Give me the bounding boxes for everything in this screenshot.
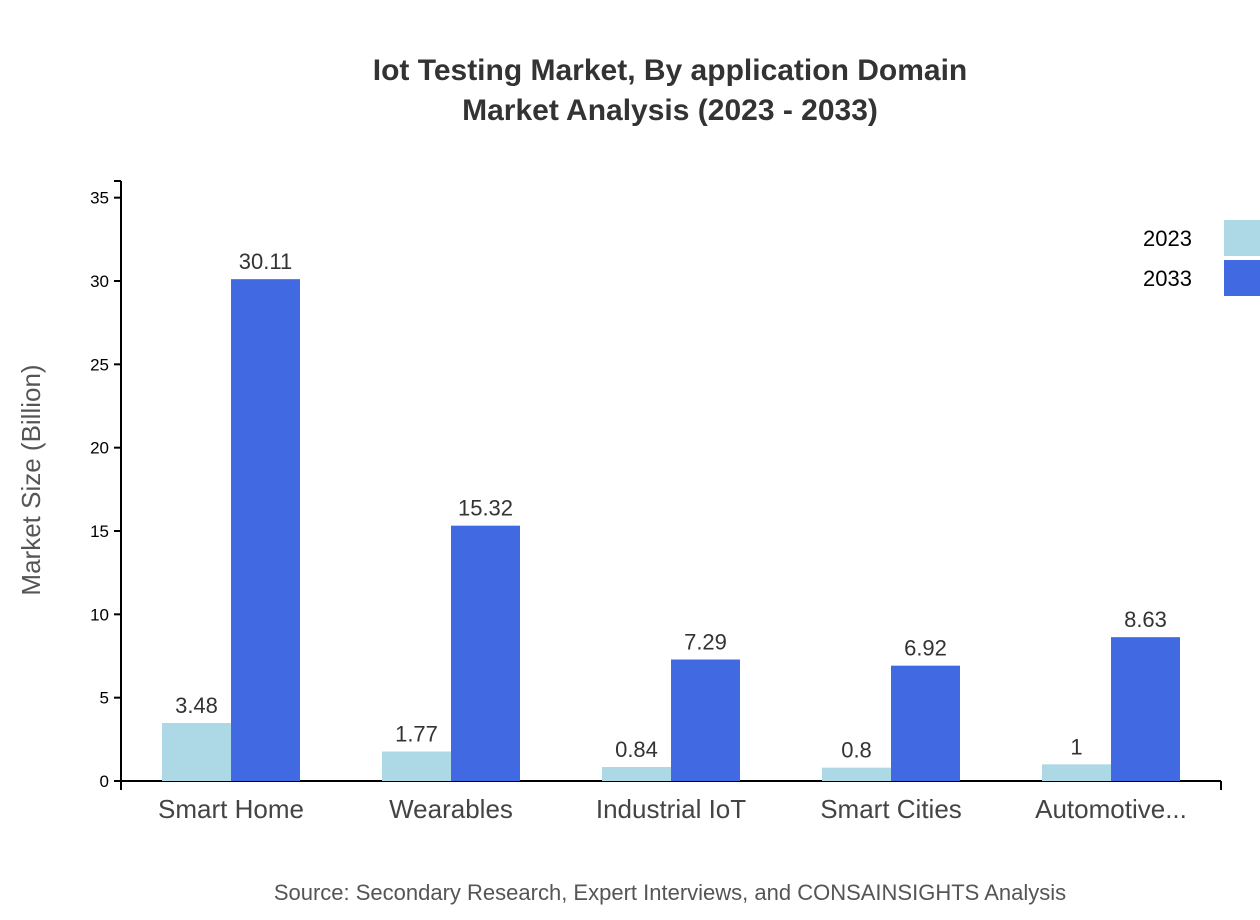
y-tick-label: 0 — [100, 772, 109, 791]
bar-2033 — [231, 279, 300, 781]
data-label: 3.48 — [175, 693, 218, 718]
y-tick-label: 15 — [90, 522, 109, 541]
y-tick-label: 10 — [90, 605, 109, 624]
x-tick-label: Smart Home — [158, 794, 304, 824]
legend-swatch — [1224, 260, 1260, 296]
bar-2023 — [382, 751, 451, 781]
chart-subtitle: Market Analysis (2023 - 2033) — [462, 94, 878, 127]
bar-2023 — [822, 767, 891, 781]
bar-2033 — [671, 659, 740, 781]
bar-2023 — [1042, 764, 1111, 781]
bar-2033 — [451, 525, 520, 781]
y-axis-label: Market Size (Billion) — [16, 364, 46, 595]
x-tick-label: Automotive... — [1035, 794, 1187, 824]
y-tick-label: 25 — [90, 355, 109, 374]
y-tick-label: 30 — [90, 272, 109, 291]
y-tick-label: 35 — [90, 189, 109, 208]
source-note: Source: Secondary Research, Expert Inter… — [274, 880, 1066, 905]
bar-2033 — [891, 665, 960, 781]
data-label: 7.29 — [684, 630, 727, 655]
bar-2033 — [1111, 637, 1180, 781]
data-label: 1.77 — [395, 722, 438, 747]
data-label: 1 — [1070, 734, 1082, 759]
bar-2023 — [162, 723, 231, 781]
legend-label: 2033 — [1143, 266, 1192, 291]
chart-title: Iot Testing Market, By application Domai… — [373, 54, 968, 87]
bar-2023 — [602, 767, 671, 781]
x-tick-label: Wearables — [389, 794, 513, 824]
x-tick-label: Industrial IoT — [596, 794, 746, 824]
data-label: 15.32 — [458, 496, 513, 521]
data-label: 0.8 — [841, 738, 872, 763]
legend-label: 2023 — [1143, 226, 1192, 251]
legend-swatch — [1224, 220, 1260, 256]
y-tick-label: 5 — [100, 689, 109, 708]
data-label: 8.63 — [1124, 607, 1167, 632]
data-label: 0.84 — [615, 737, 658, 762]
x-tick-label: Smart Cities — [820, 794, 962, 824]
data-label: 6.92 — [904, 636, 947, 661]
y-tick-label: 20 — [90, 439, 109, 458]
data-label: 30.11 — [239, 249, 292, 274]
